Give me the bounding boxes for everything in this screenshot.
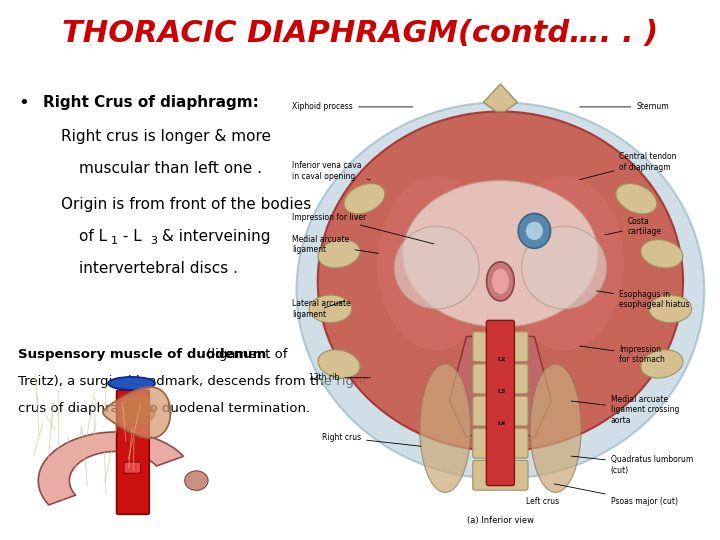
Text: Right Crus of diaphragm:: Right Crus of diaphragm: xyxy=(43,94,259,110)
FancyBboxPatch shape xyxy=(473,396,528,426)
Ellipse shape xyxy=(641,350,683,378)
Ellipse shape xyxy=(394,226,480,309)
Ellipse shape xyxy=(505,176,624,350)
Text: Medial arcuate
ligament: Medial arcuate ligament xyxy=(292,235,379,254)
Text: (a) Inferior view: (a) Inferior view xyxy=(467,516,534,525)
Text: THORACIC DIAPHRAGM(contd…. . ): THORACIC DIAPHRAGM(contd…. . ) xyxy=(62,19,658,48)
Text: - L: - L xyxy=(118,229,142,244)
Text: •: • xyxy=(18,94,29,112)
Ellipse shape xyxy=(297,102,704,478)
Text: Xiphoid process: Xiphoid process xyxy=(292,103,413,111)
Text: & interveining: & interveining xyxy=(157,229,271,244)
Polygon shape xyxy=(500,336,552,437)
Text: L3: L3 xyxy=(497,389,505,394)
Text: Impression for liver: Impression for liver xyxy=(292,213,434,244)
Polygon shape xyxy=(119,401,155,424)
Ellipse shape xyxy=(492,269,509,294)
Ellipse shape xyxy=(641,240,683,268)
Text: Right crus is longer & more: Right crus is longer & more xyxy=(61,130,271,145)
Text: 3: 3 xyxy=(150,235,157,246)
Text: Right crus: Right crus xyxy=(322,433,421,446)
Ellipse shape xyxy=(377,176,496,350)
Text: (ligament of: (ligament of xyxy=(202,348,287,361)
Ellipse shape xyxy=(185,471,208,490)
Polygon shape xyxy=(38,432,184,505)
Text: L2: L2 xyxy=(497,357,505,362)
FancyBboxPatch shape xyxy=(117,390,149,514)
Text: Medial arcuate
ligament crossing
aorta: Medial arcuate ligament crossing aorta xyxy=(571,395,679,425)
Text: intervertebral discs .: intervertebral discs . xyxy=(79,261,238,276)
Ellipse shape xyxy=(310,295,352,322)
Polygon shape xyxy=(103,387,171,438)
Text: L4: L4 xyxy=(497,421,505,426)
Ellipse shape xyxy=(318,350,360,378)
Polygon shape xyxy=(483,84,518,111)
Ellipse shape xyxy=(487,262,514,301)
Text: Quadratus lumborum
(cut): Quadratus lumborum (cut) xyxy=(571,455,693,475)
Text: Left crus: Left crus xyxy=(526,497,559,506)
Text: Psoas major (cut): Psoas major (cut) xyxy=(554,484,678,506)
Text: Inferior vena cava
in caval opening: Inferior vena cava in caval opening xyxy=(292,161,370,181)
Ellipse shape xyxy=(108,377,155,390)
Text: Origin is from front of the bodies: Origin is from front of the bodies xyxy=(61,197,312,212)
Text: Costa
cartilage: Costa cartilage xyxy=(605,217,662,236)
Text: crus of diaphragm to duodenal termination.: crus of diaphragm to duodenal terminatio… xyxy=(18,402,310,415)
Ellipse shape xyxy=(530,364,581,492)
FancyBboxPatch shape xyxy=(124,462,140,473)
Ellipse shape xyxy=(318,240,360,268)
Ellipse shape xyxy=(344,184,385,214)
Ellipse shape xyxy=(649,295,691,322)
Text: Impression
for stomach: Impression for stomach xyxy=(580,345,665,364)
Text: Sternum: Sternum xyxy=(580,103,669,111)
Circle shape xyxy=(518,213,551,248)
Text: 1: 1 xyxy=(111,235,118,246)
Ellipse shape xyxy=(420,364,471,492)
Text: 12th rib: 12th rib xyxy=(310,373,370,382)
Text: Esophagus in
esophageal hiatus: Esophagus in esophageal hiatus xyxy=(597,290,690,309)
FancyBboxPatch shape xyxy=(473,428,528,458)
FancyBboxPatch shape xyxy=(487,320,514,485)
Polygon shape xyxy=(449,336,500,437)
Text: Lateral arcuate
ligament: Lateral arcuate ligament xyxy=(292,299,351,319)
Ellipse shape xyxy=(521,226,606,309)
FancyBboxPatch shape xyxy=(473,332,528,362)
FancyBboxPatch shape xyxy=(473,460,528,490)
Ellipse shape xyxy=(318,111,683,451)
Text: Suspensory muscle of duodenum: Suspensory muscle of duodenum xyxy=(18,348,266,361)
Circle shape xyxy=(526,221,543,240)
Polygon shape xyxy=(121,396,150,424)
Text: Central tendon
of diaphragm: Central tendon of diaphragm xyxy=(580,152,677,180)
Text: muscular than left one .: muscular than left one . xyxy=(79,161,262,177)
Text: Treitz), a surgical landmark, descends from the right: Treitz), a surgical landmark, descends f… xyxy=(18,375,368,388)
Ellipse shape xyxy=(402,180,598,327)
FancyBboxPatch shape xyxy=(473,364,528,394)
Ellipse shape xyxy=(616,184,657,214)
Text: of L: of L xyxy=(79,229,107,244)
